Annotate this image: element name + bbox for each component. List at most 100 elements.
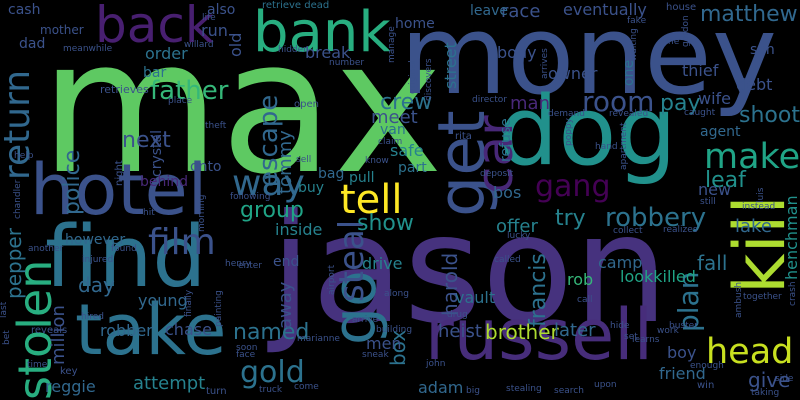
cloud-word: show — [357, 211, 414, 236]
cloud-word: house — [666, 2, 697, 13]
cloud-word: fall — [697, 251, 728, 275]
cloud-word: tell — [340, 177, 403, 223]
cloud-word: try — [555, 206, 586, 231]
cloud-word: head — [706, 332, 794, 372]
cloud-word: father — [150, 76, 229, 106]
cloud-word: young — [138, 291, 188, 310]
cloud-word: waiting — [629, 28, 639, 61]
cloud-word: work — [657, 326, 679, 336]
cloud-word: hidden — [278, 45, 309, 55]
cloud-word: cash — [8, 2, 41, 18]
cloud-word: theft — [205, 121, 227, 131]
cloud-word: pay — [660, 91, 701, 116]
cloud-word: time — [27, 360, 48, 370]
cloud-word: debt — [736, 75, 773, 94]
cloud-word: run — [201, 21, 228, 40]
cloud-word: crash — [788, 281, 798, 306]
cloud-word: van — [380, 122, 406, 138]
cloud-word: marianne — [297, 334, 340, 344]
cloud-word: brother — [485, 320, 559, 344]
cloud-word: give — [748, 368, 791, 392]
cloud-word: meet — [371, 107, 418, 128]
cloud-word: leave — [470, 3, 508, 19]
cloud-word: thief — [682, 61, 719, 80]
cloud-word: take — [75, 289, 227, 371]
cloud-word: robbery — [605, 203, 707, 233]
cloud-word: heist — [438, 321, 482, 342]
cloud-word: leaf — [705, 168, 746, 193]
cloud-word: adam — [418, 378, 464, 397]
cloud-word: caught — [684, 108, 716, 118]
cloud-word: finally — [184, 289, 194, 317]
cloud-word: gold — [240, 355, 305, 390]
cloud-word: away — [275, 281, 296, 329]
cloud-word: money — [400, 0, 777, 119]
cloud-word: street — [441, 42, 460, 89]
cloud-word: painting — [214, 290, 224, 327]
cloud-word: old — [226, 32, 245, 57]
cloud-word: son — [750, 42, 775, 58]
cloud-word: john — [426, 359, 446, 369]
cloud-word: truck — [259, 385, 283, 395]
cloud-word: later — [554, 320, 596, 341]
cloud-word: arrives — [540, 48, 550, 79]
cloud-word: bank — [253, 0, 391, 65]
cloud-word: another — [28, 244, 64, 254]
cloud-word: francis — [526, 253, 551, 327]
cloud-word: buster — [669, 321, 698, 331]
cloud-word: named — [233, 320, 310, 345]
cloud-word: search — [554, 386, 584, 396]
cloud-word: reggie — [45, 377, 96, 396]
cloud-word: apartment — [619, 122, 629, 170]
cloud-word: instead — [742, 202, 776, 212]
cloud-word: onto — [190, 159, 222, 175]
cloud-word: luis — [756, 187, 766, 203]
cloud-word: refuse — [498, 118, 514, 162]
cloud-word: home — [395, 16, 435, 32]
cloud-word: enter — [238, 261, 263, 271]
cloud-word: inside — [275, 220, 323, 239]
cloud-word: still — [700, 197, 716, 207]
cloud-word: morning — [197, 194, 207, 232]
cloud-word: sell — [296, 155, 312, 165]
cloud-word: next — [122, 128, 171, 153]
cloud-word: retrieve dead — [262, 0, 330, 11]
cloud-word: come — [294, 382, 319, 392]
cloud-word: found — [111, 244, 137, 254]
cloud-word: original — [408, 60, 418, 94]
cloud-word: bos — [493, 183, 522, 202]
cloud-word: body — [497, 43, 537, 62]
cloud-word: number — [329, 58, 365, 68]
cloud-word: agent — [700, 124, 741, 140]
cloud-word: key — [60, 366, 78, 377]
cloud-word: director — [472, 95, 507, 105]
cloud-word: collect — [613, 226, 643, 236]
cloud-word: however — [65, 232, 126, 248]
cloud-word: demand — [548, 109, 585, 119]
cloud-word: henry — [225, 259, 251, 269]
cloud-word: poppy — [564, 118, 574, 146]
cloud-word: along — [384, 289, 409, 299]
cloud-word: jason — [270, 183, 669, 357]
cloud-word: pull — [349, 170, 375, 186]
cloud-word: call — [577, 295, 593, 305]
cloud-word: bet — [2, 330, 12, 345]
cloud-word: place — [168, 96, 193, 106]
cloud-word: bag — [318, 166, 345, 182]
cloud-word: part — [398, 160, 427, 176]
cloud-word: group — [240, 198, 304, 223]
cloud-word: hide — [610, 321, 630, 331]
cloud-word: hand — [595, 142, 618, 152]
cloud-word: way — [232, 163, 305, 204]
cloud-word: race — [501, 1, 541, 22]
cloud-word: open — [294, 99, 319, 110]
cloud-word: pepper — [2, 228, 26, 299]
cloud-word: one — [621, 59, 637, 86]
cloud-word: hotel — [30, 149, 208, 231]
cloud-word: gang — [535, 169, 611, 204]
cloud-word: mother — [40, 23, 84, 37]
cloud-word: drug — [447, 310, 468, 320]
cloud-word: safe — [390, 141, 424, 160]
cloud-word: tommy — [275, 130, 296, 194]
